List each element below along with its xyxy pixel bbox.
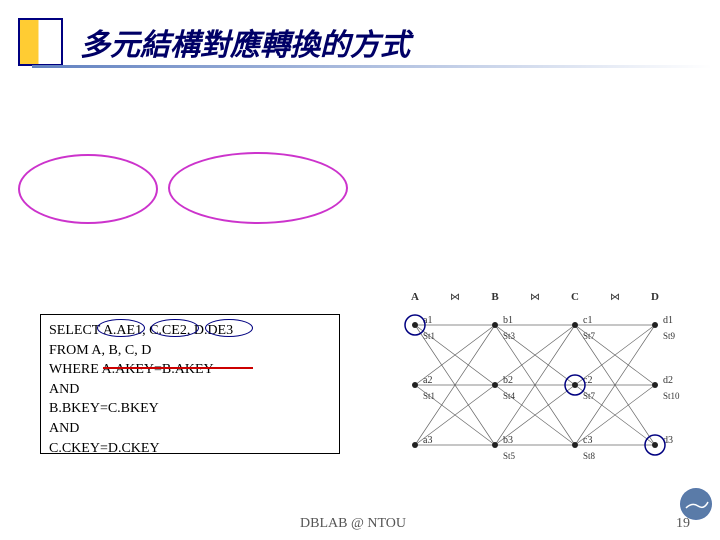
- where-underline: [103, 367, 253, 369]
- svg-text:St1: St1: [423, 391, 435, 401]
- svg-text:St1: St1: [423, 331, 435, 341]
- join-graph: A⋈B⋈C⋈Da1St1a2St1a3b1St3b2St4b3St5c1St7c…: [390, 290, 700, 490]
- svg-text:a3: a3: [423, 435, 432, 446]
- corner-logo-icon: [680, 488, 712, 520]
- callout-ellipse-1: [18, 154, 158, 224]
- callout-ellipse-2: [168, 152, 348, 224]
- sql-query-box: SELECT A.AE1, C.CE2, D.DE3 FROM A, B, C,…: [40, 314, 340, 454]
- footer-label: DBLAB @ NTOU: [300, 516, 406, 532]
- sql-column-oval: [97, 319, 145, 337]
- svg-text:⋈: ⋈: [450, 292, 460, 303]
- svg-text:c1: c1: [583, 315, 592, 326]
- title-bar: 多元結構對應轉換的方式: [0, 8, 720, 63]
- svg-text:St3: St3: [503, 331, 516, 341]
- svg-text:St7: St7: [583, 331, 596, 341]
- sql-line-2: FROM A, B, C, D: [49, 341, 331, 361]
- svg-text:St8: St8: [583, 451, 596, 461]
- svg-text:A: A: [411, 291, 419, 303]
- slide-title: 多元結構對應轉換的方式: [80, 20, 410, 64]
- sql-line-4: AND: [49, 380, 331, 400]
- sql-line-6: AND: [49, 419, 331, 439]
- svg-text:St4: St4: [503, 391, 516, 401]
- svg-text:b1: b1: [503, 315, 513, 326]
- sql-select: SELECT: [49, 323, 103, 338]
- svg-text:d1: d1: [663, 315, 673, 326]
- divider-line: [32, 62, 712, 72]
- sql-line-7: C.CKEY=D.CKEY: [49, 439, 331, 459]
- accent-box: [18, 18, 63, 66]
- svg-text:b2: b2: [503, 375, 513, 386]
- svg-text:a2: a2: [423, 375, 432, 386]
- sql-line-3: WHERE A.AKEY=B.AKEY: [49, 360, 331, 380]
- svg-text:D: D: [651, 291, 659, 303]
- sql-line-5: B.BKEY=C.BKEY: [49, 399, 331, 419]
- svg-text:d2: d2: [663, 375, 673, 386]
- svg-text:St7: St7: [583, 391, 596, 401]
- svg-text:St5: St5: [503, 451, 516, 461]
- svg-text:b3: b3: [503, 435, 513, 446]
- svg-text:c3: c3: [583, 435, 592, 446]
- svg-text:B: B: [491, 291, 499, 303]
- svg-text:St10: St10: [663, 391, 680, 401]
- svg-text:St9: St9: [663, 331, 676, 341]
- svg-text:C: C: [571, 291, 579, 303]
- sql-column-oval: [205, 319, 253, 337]
- sql-column-oval: [151, 319, 199, 337]
- svg-text:⋈: ⋈: [530, 292, 540, 303]
- svg-text:⋈: ⋈: [610, 292, 620, 303]
